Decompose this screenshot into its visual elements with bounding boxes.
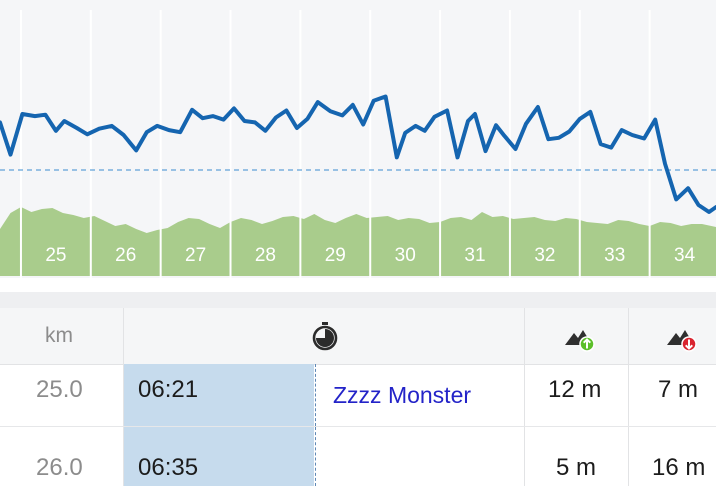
km-marker-label: 31 bbox=[464, 245, 485, 266]
descent-cell: 16 m bbox=[652, 454, 706, 481]
km-marker-label: 27 bbox=[185, 245, 206, 266]
pace-bar bbox=[124, 364, 314, 426]
ascent-header bbox=[525, 308, 628, 365]
mountain-descent-icon bbox=[667, 330, 697, 352]
descent-header bbox=[629, 308, 716, 365]
km-marker-label: 26 bbox=[115, 245, 136, 266]
chart-bottom-padding bbox=[0, 278, 716, 292]
km-marker-label: 29 bbox=[325, 245, 346, 266]
km-header: km bbox=[0, 308, 123, 365]
km-marker-label: 28 bbox=[255, 245, 276, 266]
km-marker-label: 33 bbox=[604, 245, 625, 266]
split-note[interactable]: Zzzz Monster bbox=[333, 382, 472, 408]
descent-cell: 7 m bbox=[658, 376, 699, 403]
pace-line bbox=[0, 94, 716, 214]
stopwatch-icon bbox=[312, 322, 338, 351]
ascent-cell: 5 m bbox=[556, 454, 597, 481]
ascent-cell: 12 m bbox=[548, 376, 602, 403]
average-pace-marker bbox=[315, 427, 316, 486]
km-cell: 25.0 bbox=[36, 376, 83, 403]
km-marker-label: 25 bbox=[45, 245, 66, 266]
pace-elevation-chart: 25 26 27 28 29 30 31 32 33 34 bbox=[0, 94, 716, 292]
km-header-label: km bbox=[45, 324, 73, 347]
time-header bbox=[124, 308, 524, 365]
km-cell: 26.0 bbox=[36, 454, 83, 481]
average-pace-marker bbox=[315, 364, 316, 426]
column-divider bbox=[628, 308, 629, 486]
column-divider bbox=[123, 308, 124, 486]
km-marker-label: 34 bbox=[674, 245, 696, 266]
pace-bar bbox=[124, 427, 314, 486]
elevation-area bbox=[0, 207, 716, 276]
pace-cell: 06:35 bbox=[138, 454, 199, 481]
km-marker-label: 30 bbox=[395, 245, 416, 266]
mountain-ascent-icon bbox=[565, 330, 595, 352]
chart-svg: 25 26 27 28 29 30 31 32 33 34 bbox=[0, 94, 716, 292]
row-divider bbox=[0, 426, 716, 427]
column-divider bbox=[524, 308, 525, 486]
section-separator bbox=[0, 292, 716, 308]
pace-cell: 06:21 bbox=[138, 376, 199, 403]
km-marker-label: 32 bbox=[534, 245, 555, 266]
splits-table: km 25.0 06:21 Zzzz Monster 12 m 7 m bbox=[0, 308, 716, 486]
